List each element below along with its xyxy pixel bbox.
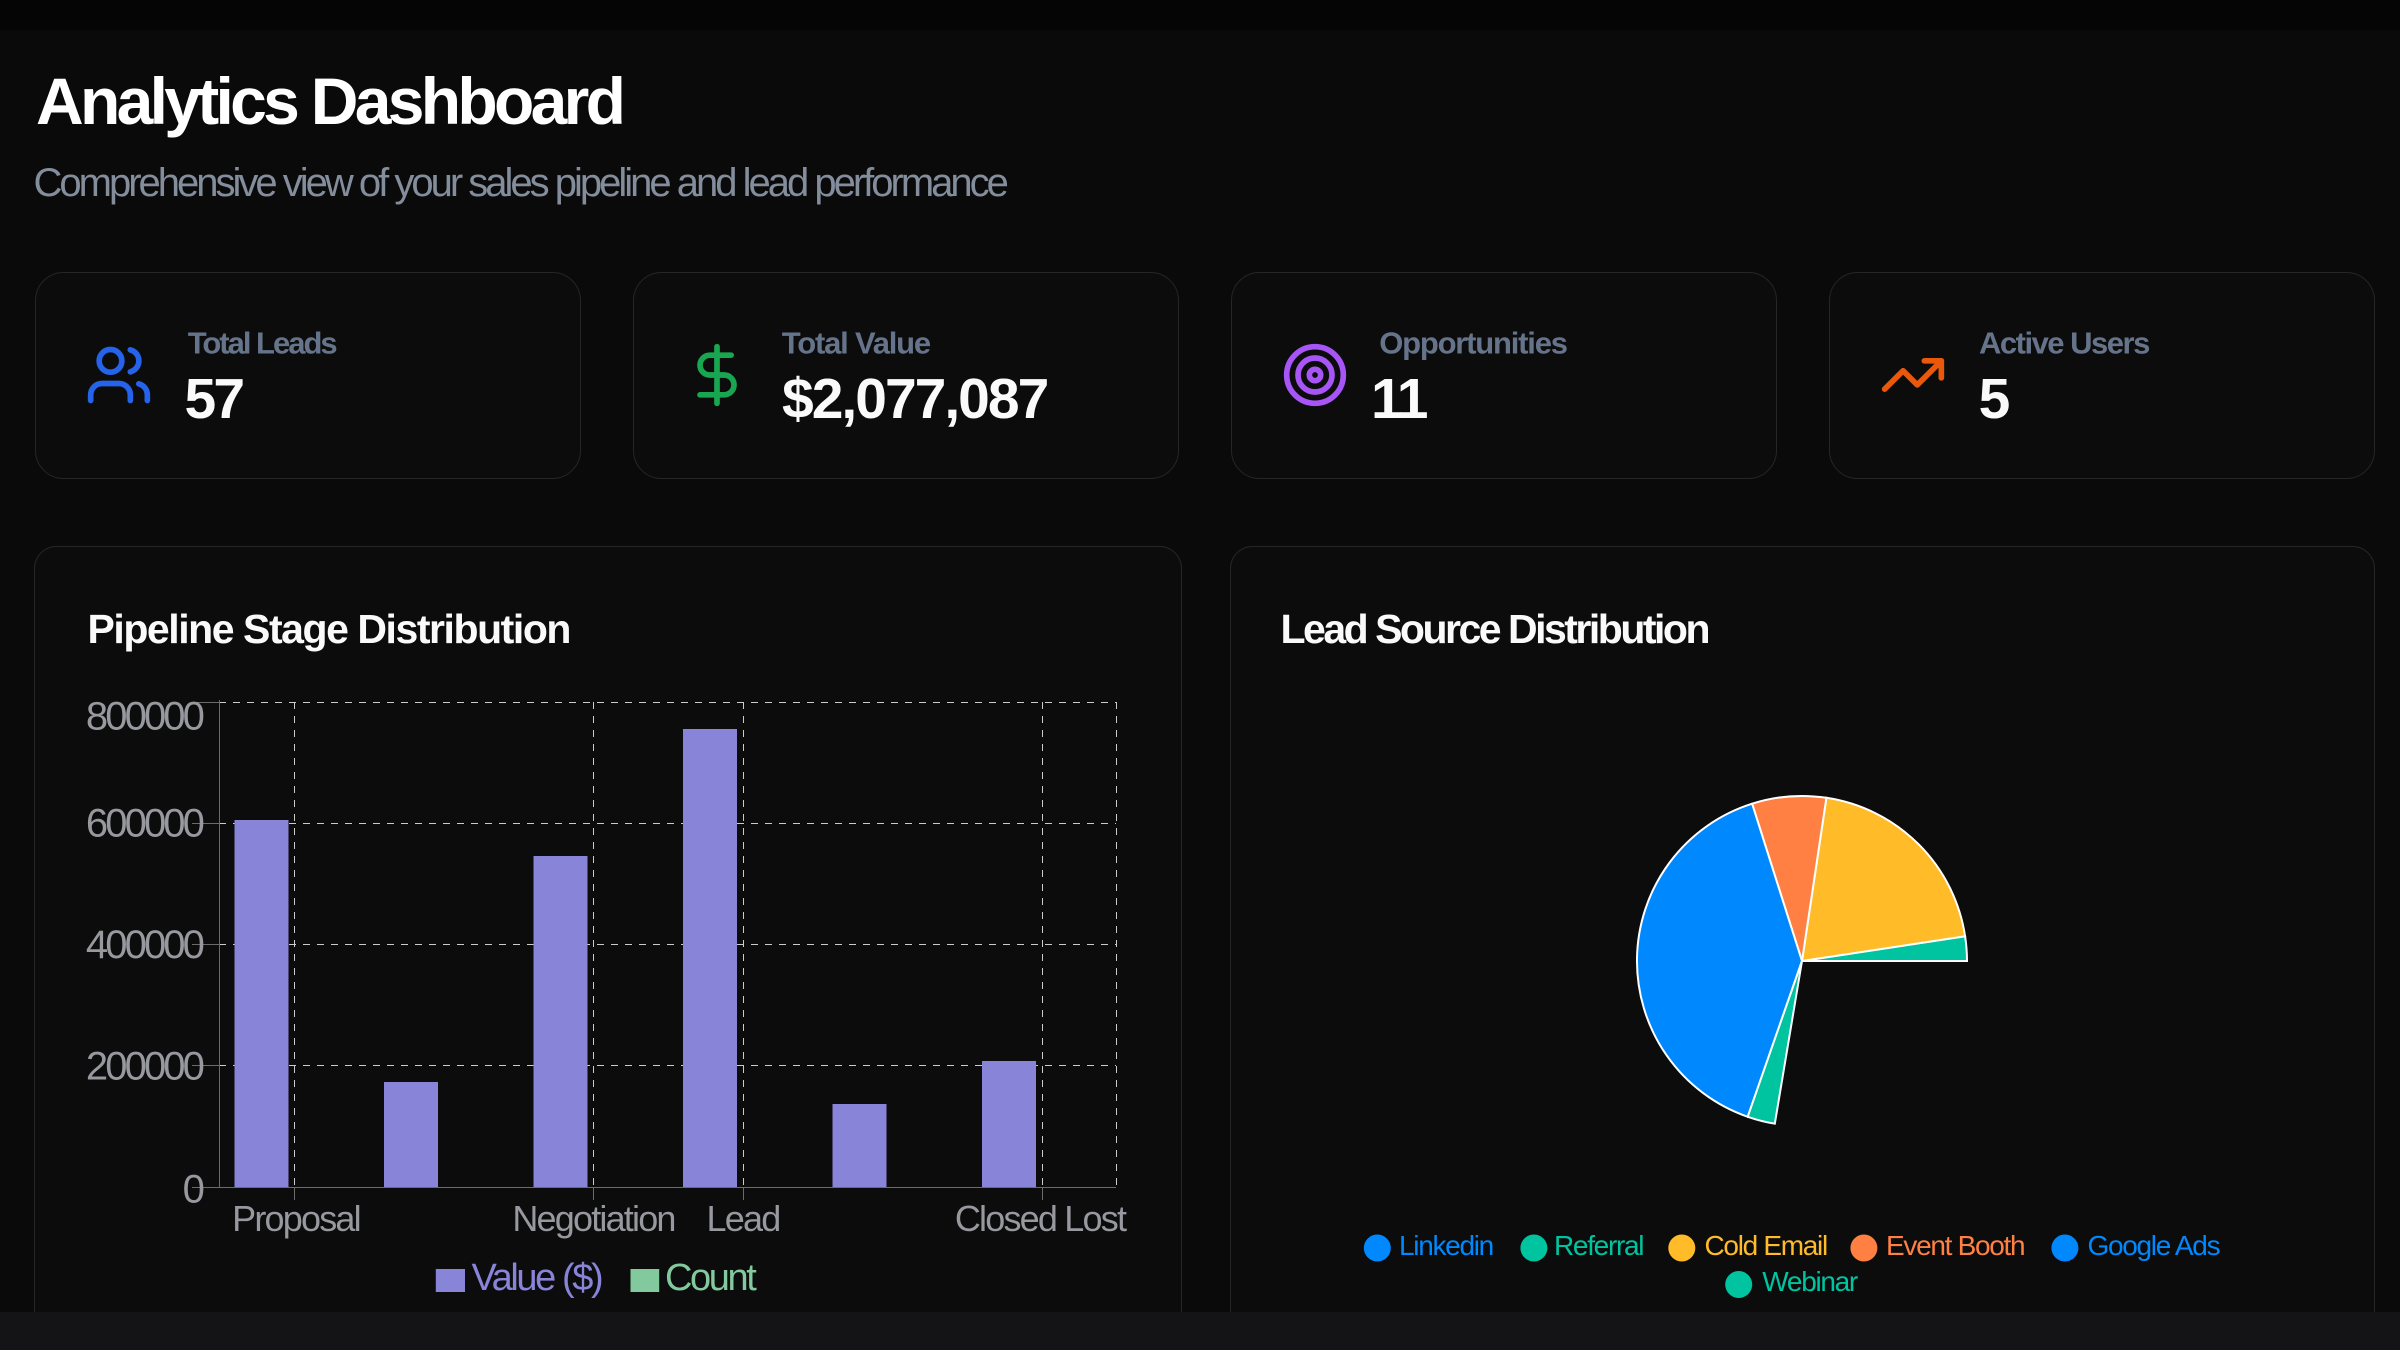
svg-text:Negotiation: Negotiation bbox=[512, 1198, 674, 1239]
svg-text:Linkedin: Linkedin bbox=[1399, 1230, 1493, 1261]
svg-text:Analytics Dashboard: Analytics Dashboard bbox=[36, 64, 622, 138]
svg-text:400000: 400000 bbox=[86, 923, 204, 967]
svg-text:Closed Lost: Closed Lost bbox=[955, 1198, 1127, 1239]
svg-text:Google Ads: Google Ads bbox=[2088, 1230, 2220, 1261]
svg-text:Proposal: Proposal bbox=[232, 1198, 360, 1239]
svg-text:Opportunities: Opportunities bbox=[1379, 326, 1567, 361]
svg-text:Webinar: Webinar bbox=[1762, 1266, 1858, 1297]
svg-text:Referral: Referral bbox=[1554, 1230, 1643, 1261]
svg-text:Pipeline Stage Distribution: Pipeline Stage Distribution bbox=[88, 606, 571, 652]
svg-text:57: 57 bbox=[185, 367, 244, 431]
svg-text:Total Value: Total Value bbox=[782, 326, 931, 361]
svg-text:Value ($): Value ($) bbox=[472, 1257, 603, 1299]
svg-text:800000: 800000 bbox=[86, 694, 204, 738]
svg-text:Cold Email: Cold Email bbox=[1705, 1230, 1827, 1261]
svg-text:600000: 600000 bbox=[86, 801, 204, 845]
svg-text:5: 5 bbox=[1979, 367, 2010, 431]
svg-text:Lead: Lead bbox=[707, 1198, 780, 1239]
svg-text:200000: 200000 bbox=[86, 1044, 204, 1088]
svg-text:Total Leads: Total Leads bbox=[188, 326, 337, 361]
svg-text:Count: Count bbox=[665, 1257, 757, 1299]
svg-text:11: 11 bbox=[1371, 367, 1428, 431]
svg-text:$2,077,087: $2,077,087 bbox=[782, 367, 1048, 431]
svg-text:0: 0 bbox=[183, 1168, 204, 1212]
svg-text:Event Booth: Event Booth bbox=[1886, 1230, 2024, 1261]
svg-text:Comprehensive view of your sal: Comprehensive view of your sales pipelin… bbox=[34, 161, 1008, 205]
svg-text:Lead Source Distribution: Lead Source Distribution bbox=[1281, 606, 1709, 652]
svg-text:Active Users: Active Users bbox=[1979, 326, 2149, 361]
